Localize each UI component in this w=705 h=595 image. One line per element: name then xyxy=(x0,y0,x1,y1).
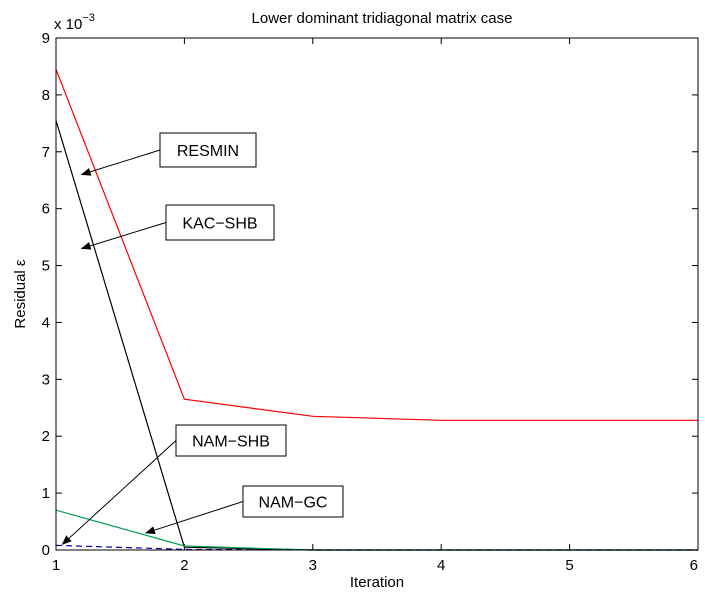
y-tick-label: 1 xyxy=(42,485,50,502)
y-exponent-power: −3 xyxy=(82,12,95,24)
x-tick-label: 4 xyxy=(437,557,445,574)
y-tick-label: 7 xyxy=(42,144,50,161)
x-tick-label: 5 xyxy=(565,557,573,574)
x-tick-label: 6 xyxy=(690,557,698,574)
series-line-resmin xyxy=(55,69,698,421)
annotation-box-resmin xyxy=(159,132,257,168)
x-tick-label: 2 xyxy=(180,557,188,574)
plot-frame xyxy=(55,37,699,551)
annotation-arrow-nam-shb xyxy=(61,440,177,545)
y-tick-label: 8 xyxy=(42,87,50,104)
annotation-arrow-resmin xyxy=(80,149,161,176)
y-tick-label: 2 xyxy=(42,428,50,445)
annotation-box-nam-shb xyxy=(175,424,287,457)
annotation-label-nam-shb: NAM−SHB xyxy=(192,434,270,451)
annotation-label-kac-shb: KAC−SHB xyxy=(182,216,257,233)
x-axis-title: Iteration xyxy=(350,574,404,591)
y-exponent-base: x 10 xyxy=(54,16,82,33)
y-tick-label: 6 xyxy=(42,201,50,218)
chart-title: Lower dominant tridiagonal matrix case xyxy=(252,10,513,27)
annotation-label-nam-gc: NAM−GC xyxy=(259,495,328,512)
plot-lines xyxy=(55,69,698,551)
series-line-nam-gc xyxy=(55,509,698,551)
annotation-label-resmin: RESMIN xyxy=(177,143,239,160)
y-axis: 0 1 2 3 4 5 6 7 8 9 xyxy=(42,30,698,559)
series-line-kac-shb xyxy=(55,120,698,551)
x-tick-label: 3 xyxy=(309,557,317,574)
annotations: RESMIN KAC−SHB NAM−SHB NAM−GC xyxy=(61,132,344,545)
y-tick-label: 0 xyxy=(42,542,50,559)
annotation-box-nam-gc xyxy=(242,485,344,518)
x-tick-label: 1 xyxy=(52,557,60,574)
annotation-arrow-nam-gc xyxy=(144,501,244,534)
y-tick-label: 4 xyxy=(42,314,50,331)
y-tick-label: 9 xyxy=(42,30,50,47)
y-tick-label: 3 xyxy=(42,371,50,388)
annotation-arrow-kac-shb xyxy=(80,222,167,250)
y-axis-title: Residual ε xyxy=(12,259,29,329)
y-tick-label: 5 xyxy=(42,258,50,275)
annotation-box-kac-shb xyxy=(165,204,275,241)
series-line-nam-shb xyxy=(55,544,698,551)
y-exponent-label: x 10−3 xyxy=(54,12,95,33)
